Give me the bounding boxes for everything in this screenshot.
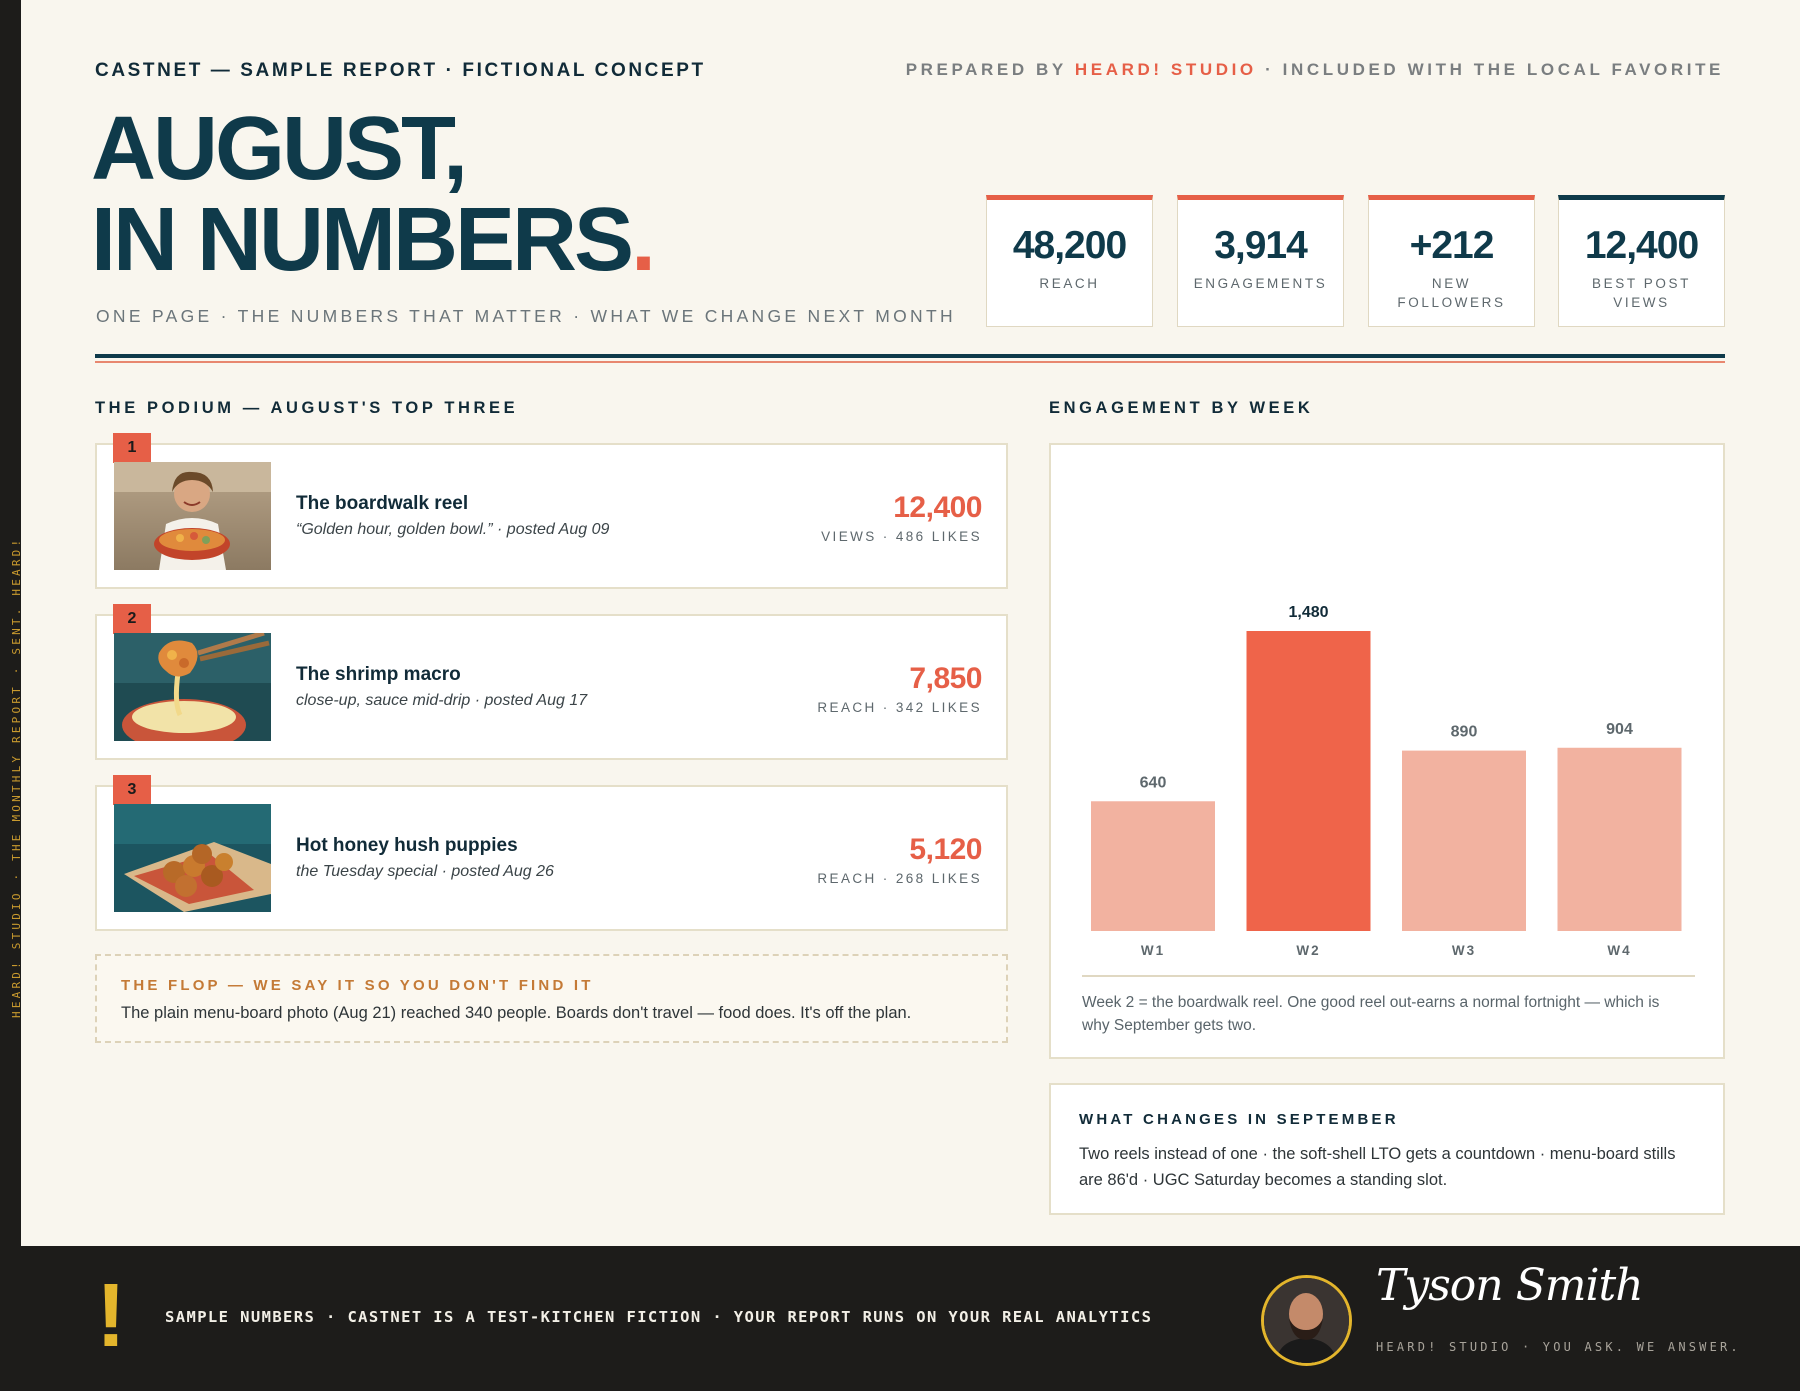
stat-value: 48,200 — [1012, 224, 1127, 267]
value-label: 640 — [1140, 774, 1167, 791]
prepared-suffix: · INCLUDED WITH THE LOCAL FAVORITE — [1256, 60, 1724, 79]
post-subtitle: “Golden hour, golden bowl.” · posted Aug… — [296, 521, 610, 538]
value-label: 890 — [1451, 724, 1478, 741]
changes-heading: WHAT CHANGES IN SEPTEMBER — [1079, 1111, 1399, 1128]
flop-callout: THE FLOP — WE SAY IT SO YOU DON'T FIND I… — [95, 954, 1008, 1043]
shrimp-dip-photo-icon — [114, 633, 271, 741]
post-title: The boardwalk reel — [296, 493, 469, 514]
prepared-prefix: PREPARED BY — [905, 60, 1075, 79]
exclamation-mark-icon: ! — [96, 1266, 126, 1366]
post-title: Hot honey hush puppies — [296, 835, 518, 856]
post-title: The shrimp macro — [296, 664, 461, 685]
podium-card-1: 1 The boardwalk reel “Golden hour, golde… — [95, 433, 1008, 589]
post-meta: REACH · 342 LIKES — [817, 700, 982, 715]
footer-disclaimer: SAMPLE NUMBERS · CASTNET IS A TEST-KITCH… — [165, 1308, 1153, 1326]
value-label: 904 — [1606, 721, 1633, 738]
stat-reach: 48,200 REACH — [986, 195, 1153, 327]
bar-w1 — [1091, 801, 1215, 931]
hush-puppies-photo-icon — [114, 804, 271, 912]
bearded-man-avatar-icon — [1264, 1278, 1349, 1363]
footer: ! SAMPLE NUMBERS · CASTNET IS A TEST-KIT… — [0, 1246, 1800, 1391]
signature-subline: HEARD! STUDIO · YOU ASK. WE ANSWER. — [1376, 1340, 1741, 1354]
post-subtitle: close-up, sauce mid-drip · posted Aug 17 — [296, 692, 588, 709]
post-subtitle: the Tuesday special · posted Aug 26 — [296, 863, 554, 880]
stat-engagements: 3,914 ENGAGEMENTS — [1177, 195, 1344, 327]
title-line-2: IN NUMBERS. — [91, 195, 656, 286]
post-meta: REACH · 268 LIKES — [817, 871, 982, 886]
page-title: AUGUST, IN NUMBERS. — [91, 99, 656, 286]
engagement-chart: 640 W1 1,480 W2 890 W3 904 W4 Week 2 = the boar… — [1049, 443, 1725, 1059]
side-strip: HEARD! STUDIO · THE MONTHLY REPORT · SEN… — [0, 0, 23, 1246]
value-label: 1,480 — [1288, 604, 1328, 621]
divider-navy — [95, 354, 1725, 358]
category-label: W1 — [1141, 943, 1165, 958]
post-value: 12,400 — [893, 491, 982, 524]
post-value: 5,120 — [909, 833, 982, 866]
rank-badge: 3 — [113, 775, 151, 805]
title-line-2-text: IN NUMBERS — [91, 190, 634, 290]
stat-value: 3,914 — [1214, 224, 1308, 267]
podium-card-3: 3 Hot honey hush puppies the Tuesday spe… — [95, 775, 1008, 931]
divider-coral — [95, 361, 1725, 363]
flop-heading: THE FLOP — WE SAY IT SO YOU DON'T FIND I… — [121, 977, 594, 994]
changes-body: Two reels instead of one · the soft-shel… — [1079, 1145, 1676, 1189]
post-meta: VIEWS · 486 LIKES — [821, 529, 982, 544]
category-label: W4 — [1607, 943, 1631, 958]
report-page: CASTNET — SAMPLE REPORT · FICTIONAL CONC… — [21, 0, 1800, 1246]
podium-heading: THE PODIUM — AUGUST'S TOP THREE — [95, 399, 519, 417]
rank-badge: 2 — [113, 604, 151, 634]
signature: Tyson Smith — [1376, 1260, 1644, 1311]
title-line-1: AUGUST, — [91, 99, 468, 199]
smiling-woman-with-bowl-photo-icon — [114, 462, 271, 570]
bar-w2 — [1246, 631, 1371, 931]
title-dot: . — [631, 190, 656, 290]
podium-card-2: 2 The shrimp macro close-up, sauce mid-d… — [95, 604, 1008, 760]
prepared-by: PREPARED BY HEARD! STUDIO · INCLUDED WIT… — [906, 60, 1724, 80]
stat-label: ENGAGEMENTS — [1193, 276, 1328, 291]
report-kicker: CASTNET — SAMPLE REPORT · FICTIONAL CONC… — [95, 60, 706, 81]
stat-label: REACH — [1039, 276, 1100, 291]
engagement-heading: ENGAGEMENT BY WEEK — [1049, 399, 1314, 417]
tagline: ONE PAGE · THE NUMBERS THAT MATTER · WHA… — [96, 306, 956, 326]
bar-w4 — [1557, 747, 1682, 931]
chart-note: Week 2 = the boardwalk reel. One good re… — [1082, 994, 1660, 1034]
avatar — [1261, 1275, 1352, 1366]
stat-value: 12,400 — [1584, 224, 1699, 267]
rank-badge: 1 — [113, 433, 151, 463]
bar-w3 — [1402, 750, 1526, 931]
category-label: W2 — [1296, 943, 1320, 958]
stat-best-post-views: 12,400 BEST POST VIEWS — [1558, 195, 1725, 327]
flop-body: The plain menu-board photo (Aug 21) reac… — [121, 1004, 912, 1022]
stat-new-followers: +212 NEW FOLLOWERS — [1368, 195, 1535, 327]
bar-chart: 640 W1 1,480 W2 890 W3 904 W4 — [1082, 604, 1695, 977]
stat-label: NEW FOLLOWERS — [1397, 276, 1506, 310]
post-value: 7,850 — [909, 662, 982, 695]
stat-label: BEST POST VIEWS — [1592, 276, 1691, 310]
stat-value: +212 — [1409, 224, 1495, 267]
category-label: W3 — [1452, 943, 1476, 958]
september-changes: WHAT CHANGES IN SEPTEMBER Two reels inst… — [1049, 1083, 1725, 1215]
prepared-brand: HEARD! STUDIO — [1074, 60, 1257, 79]
